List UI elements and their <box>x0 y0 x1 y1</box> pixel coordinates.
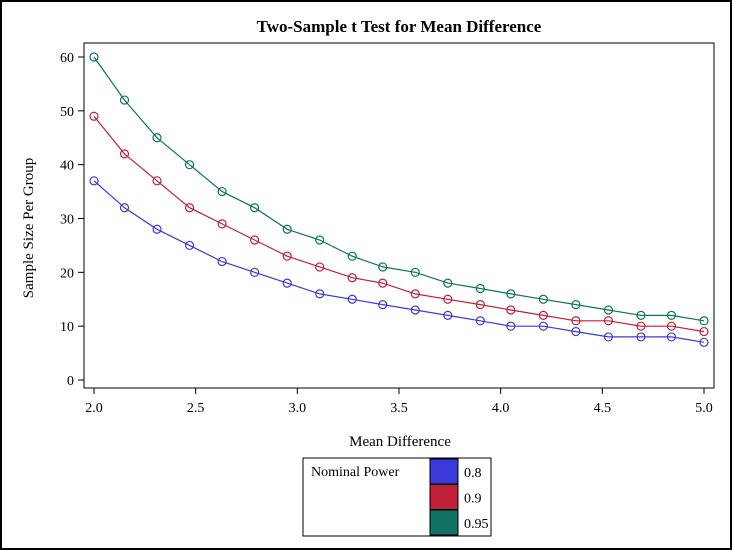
data-point <box>506 289 516 299</box>
data-point <box>217 219 227 229</box>
legend-swatch <box>429 509 459 536</box>
data-point <box>119 149 130 159</box>
data-point <box>217 186 227 197</box>
series-line <box>93 56 705 322</box>
y-tick-label: 60 <box>60 51 74 66</box>
data-point <box>217 256 227 267</box>
data-point <box>315 262 325 272</box>
data-point <box>378 278 388 288</box>
data-point <box>315 289 325 299</box>
series-0.9 <box>89 111 709 337</box>
data-point <box>636 321 646 331</box>
data-point <box>538 294 548 304</box>
x-tick-label: 2.0 <box>85 401 103 416</box>
data-point <box>152 224 162 234</box>
series-line <box>93 180 705 343</box>
data-point <box>443 310 453 320</box>
data-point <box>636 332 646 342</box>
legend-label: 0.95 <box>464 517 489 532</box>
data-point <box>282 278 292 288</box>
data-point <box>315 235 325 245</box>
data-point <box>699 337 709 347</box>
data-point <box>603 316 614 326</box>
data-point <box>571 300 581 310</box>
legend-title: Nominal Power <box>311 465 400 480</box>
y-tick-label: 20 <box>60 266 74 281</box>
data-point <box>443 294 453 304</box>
series-0.95 <box>89 52 709 326</box>
data-point <box>538 321 548 331</box>
legend-box <box>302 457 492 537</box>
data-point <box>152 176 162 186</box>
data-point <box>538 310 548 320</box>
data-point <box>184 203 195 213</box>
x-axis: 2.0 2.5 3.0 3.5 4.0 4.5 5.0 <box>85 388 713 416</box>
data-point <box>347 273 357 283</box>
data-point <box>475 283 485 294</box>
y-tick-label: 40 <box>60 159 74 174</box>
data-point <box>666 310 677 320</box>
x-tick-label: 3.0 <box>289 401 307 416</box>
legend-swatch <box>429 458 459 485</box>
data-point <box>250 267 260 277</box>
data-point <box>666 332 677 342</box>
data-point <box>119 203 130 213</box>
series-0.8 <box>89 176 709 347</box>
data-point <box>184 240 195 251</box>
y-tick-label: 50 <box>60 105 74 120</box>
y-axis-label: Sample Size Per Group <box>21 158 37 298</box>
data-point <box>89 111 99 121</box>
x-tick-label: 4.5 <box>594 401 612 416</box>
data-point <box>475 300 485 310</box>
data-point <box>475 316 485 326</box>
plot-area <box>83 42 715 389</box>
data-point <box>119 95 130 105</box>
data-point <box>152 133 162 143</box>
legend-label: 0.9 <box>464 492 482 507</box>
data-point <box>506 321 516 331</box>
data-point <box>89 176 99 186</box>
data-point <box>506 305 516 315</box>
data-point <box>666 321 677 331</box>
data-point <box>347 294 357 304</box>
data-point <box>410 267 420 277</box>
data-point <box>443 278 453 288</box>
data-point <box>603 305 614 315</box>
data-point <box>250 235 260 245</box>
x-tick-label: 5.0 <box>695 401 713 416</box>
x-tick-label: 4.0 <box>492 401 510 416</box>
data-point <box>89 52 99 62</box>
data-point <box>250 203 260 213</box>
chart-title: Two-Sample t Test for Mean Difference <box>257 17 542 36</box>
legend-swatch <box>429 484 459 510</box>
legend: Nominal Power 0.8 0.9 0.95 <box>302 457 492 537</box>
y-tick-label: 10 <box>60 320 74 335</box>
data-point <box>378 300 388 310</box>
data-point <box>571 316 581 326</box>
y-tick-label: 0 <box>67 374 74 389</box>
data-point <box>378 262 388 272</box>
legend-label: 0.8 <box>464 466 482 481</box>
data-point <box>410 305 420 315</box>
x-tick-label: 3.5 <box>390 401 408 416</box>
data-point <box>184 160 195 170</box>
data-point <box>347 251 357 261</box>
x-axis-label: Mean Difference <box>349 434 451 450</box>
series-line <box>93 115 705 333</box>
data-point <box>699 326 709 337</box>
data-point <box>603 332 614 342</box>
data-point <box>282 251 292 261</box>
y-tick-label: 30 <box>60 213 74 228</box>
data-point <box>699 316 709 326</box>
data-point <box>636 310 646 320</box>
y-axis: 0 10 20 30 40 50 60 <box>60 51 84 389</box>
series-layer <box>89 52 709 347</box>
data-point <box>282 224 292 234</box>
x-tick-label: 2.5 <box>187 401 205 416</box>
data-point <box>571 326 581 337</box>
data-point <box>410 289 420 299</box>
